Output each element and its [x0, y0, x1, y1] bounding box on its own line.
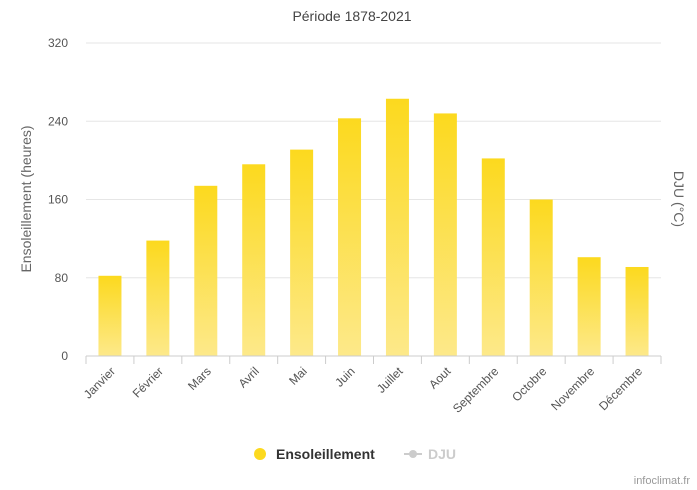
bar-mars[interactable]	[194, 185, 218, 356]
legend-label-ensoleillement: Ensoleillement	[276, 446, 375, 462]
x-tick-label: Septembre	[450, 364, 502, 416]
x-tick-label: Mai	[286, 364, 310, 388]
x-tick-label: Juin	[332, 364, 357, 389]
credit-link[interactable]: infoclimat.fr	[634, 475, 691, 487]
x-axis-ticks: Janvier Février Mars Avril Mai Juin Juillet Aou…	[81, 364, 646, 416]
gridlines	[86, 42, 661, 279]
bar-mai[interactable]	[290, 149, 314, 356]
y-tick-label: 80	[55, 271, 69, 285]
x-axis-tick-marks	[85, 356, 662, 364]
y-tick-label: 0	[61, 349, 68, 363]
x-tick-label: Octobre	[509, 364, 549, 404]
legend-item-ensoleillement[interactable]: Ensoleillement	[254, 446, 375, 462]
y2-axis-title: DJU (°C)	[671, 171, 687, 227]
x-tick-label: Avril	[236, 364, 262, 390]
y-axis-title: Ensoleillement (heures)	[18, 125, 34, 272]
y-tick-label: 160	[48, 193, 68, 207]
x-tick-label: Décembre	[596, 364, 645, 413]
y-axis-ticks: 0 80 160 240 320	[48, 36, 68, 363]
bar-aout[interactable]	[433, 113, 457, 356]
x-tick-label: Mars	[185, 364, 214, 393]
x-tick-label: Février	[130, 364, 166, 400]
x-tick-label: Juillet	[374, 364, 406, 396]
bar-février[interactable]	[146, 240, 170, 356]
x-tick-label: Novembre	[548, 364, 597, 413]
bar-décembre[interactable]	[625, 266, 649, 356]
bar-avril[interactable]	[242, 164, 266, 356]
bar-juillet[interactable]	[385, 98, 409, 357]
x-tick-label: Janvier	[81, 364, 118, 401]
y-tick-label: 320	[48, 36, 68, 50]
x-tick-label: Aout	[426, 364, 454, 392]
chart-title: Période 1878-2021	[292, 8, 411, 24]
bar-octobre[interactable]	[529, 199, 553, 357]
legend-item-dju[interactable]: DJU	[404, 446, 456, 462]
bar-septembre[interactable]	[481, 158, 505, 356]
legend-marker-ensoleillement	[254, 448, 266, 460]
bars	[98, 98, 649, 357]
y-tick-label: 240	[48, 114, 68, 128]
bar-juin[interactable]	[338, 118, 362, 356]
bar-novembre[interactable]	[577, 257, 601, 356]
legend-label-dju: DJU	[428, 446, 456, 462]
legend-marker-dju	[409, 450, 417, 458]
bar-janvier[interactable]	[98, 275, 122, 356]
